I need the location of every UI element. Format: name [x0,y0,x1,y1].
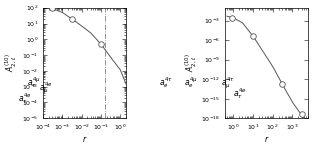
X-axis label: $r$: $r$ [264,134,269,144]
X-axis label: $r$: $r$ [82,134,87,144]
Text: $a_\tau^{4e}$: $a_\tau^{4e}$ [18,91,32,106]
Text: $a_e^{4\tau}$: $a_e^{4\tau}$ [159,75,173,90]
Text: $a_e^{4\mu}$: $a_e^{4\mu}$ [184,75,197,90]
Y-axis label: $A_{2,\,\ell}^{(10)}$: $A_{2,\,\ell}^{(10)}$ [4,54,19,72]
Text: $a_\tau^{4e}$: $a_\tau^{4e}$ [233,86,247,101]
Text: $a_\mu^{4e}$: $a_\mu^{4e}$ [39,81,53,96]
Text: $a_\tau^{4\mu}$: $a_\tau^{4\mu}$ [27,75,40,90]
Text: $a_\mu^{4\tau}$: $a_\mu^{4\tau}$ [221,75,235,91]
Y-axis label: $A_{2,\,\ell}^{(10)}$: $A_{2,\,\ell}^{(10)}$ [183,54,198,72]
